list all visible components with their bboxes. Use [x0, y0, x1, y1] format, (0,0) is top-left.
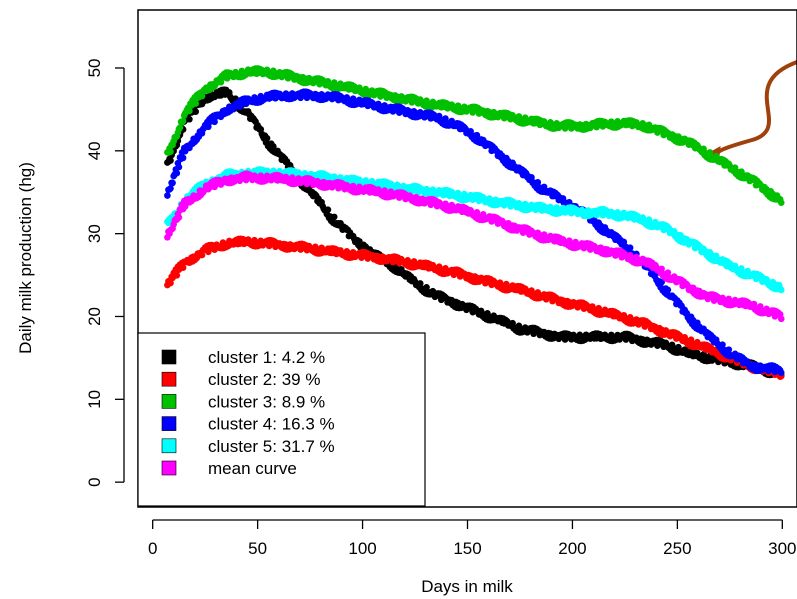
series-4-point: [164, 192, 171, 199]
series-6-point: [664, 269, 672, 276]
legend: cluster 1: 4.2 % cluster 2: 39 % cluster 3…: [137, 332, 426, 507]
series-1-point: [416, 280, 424, 287]
series-4-point: [169, 179, 176, 187]
legend-entry: cluster 4: 16.3 %: [208, 415, 335, 434]
series-4-point: [528, 174, 535, 181]
legend-swatch: [161, 460, 177, 476]
series-3: [164, 65, 785, 206]
series-3-point: [731, 164, 739, 172]
series-3-point: [176, 124, 184, 131]
legend-entry: cluster 5: 31.7 %: [208, 437, 335, 456]
series-4-point: [175, 163, 183, 171]
series-4-point: [658, 278, 665, 286]
series-3-point: [186, 107, 193, 115]
y-tick-label: 50: [85, 59, 104, 78]
series-3-point: [192, 100, 200, 107]
series-4-point: [179, 154, 187, 162]
legend-swatch: [161, 349, 177, 365]
x-tick-label: 300: [768, 539, 796, 558]
y-tick-label: 30: [85, 224, 104, 243]
series-4-point: [173, 169, 181, 177]
series-2-point: [198, 251, 206, 259]
x-tick-label: 200: [558, 539, 586, 558]
series-4-point: [473, 131, 481, 139]
series-5-point: [777, 286, 785, 294]
series-4-point: [167, 185, 174, 192]
series-4-point: [664, 286, 672, 294]
legend-swatch: [161, 416, 177, 431]
series-2: [164, 235, 785, 380]
y-tick-label: 40: [85, 141, 104, 160]
series-1-point: [270, 143, 277, 150]
series-4-point: [626, 244, 634, 252]
x-tick-label: 150: [453, 539, 481, 558]
y-tick-label: 10: [85, 390, 104, 409]
series-4-point: [467, 127, 474, 135]
annotation-arrow: [704, 60, 797, 163]
legend-entry: cluster 3: 8.9 %: [208, 392, 325, 411]
series-1-point: [263, 134, 271, 142]
series-6-point: [756, 303, 764, 310]
series-3-point: [738, 168, 745, 175]
series-4-point: [719, 341, 726, 348]
series-6-point: [658, 265, 665, 273]
annotation-arrow-shaft: [711, 60, 797, 156]
legend-swatch: [161, 371, 177, 387]
series-4-point: [534, 178, 542, 186]
legend-swatch: [161, 394, 177, 409]
series-1-point: [167, 157, 174, 164]
series-6: [164, 170, 785, 323]
x-axis-label: Days in milk: [421, 577, 513, 596]
y-axis-label: Daily milk production (hg): [16, 162, 35, 354]
series-1-point: [509, 319, 516, 327]
x-tick-label: 250: [663, 539, 691, 558]
series-5-point: [670, 227, 678, 235]
series-4-point: [211, 118, 218, 126]
series-2-point: [167, 279, 174, 287]
x-tick-label: 50: [248, 539, 267, 558]
legend-box: [137, 332, 426, 507]
legend-entry: cluster 2: 39 %: [208, 370, 320, 389]
series-4-point: [777, 369, 785, 377]
series-4: [164, 88, 785, 377]
x-tick-label: 0: [148, 539, 157, 558]
series-3-point: [217, 78, 225, 86]
series-4-point: [565, 199, 573, 206]
series-3-point: [777, 199, 785, 206]
series-4-point: [725, 346, 733, 353]
series-1-point: [192, 108, 200, 115]
series-6-point: [175, 214, 183, 221]
axes: 0 50 100 150 200 250 300 0 10 20 30 40 50: [85, 59, 796, 558]
series-3-point: [179, 117, 187, 125]
series-1-point: [186, 115, 193, 123]
legend-entry: mean curve: [208, 459, 297, 478]
x-tick-label: 100: [348, 539, 376, 558]
series-2-point: [179, 264, 187, 271]
series-3-point: [706, 149, 714, 156]
y-tick-label: 20: [85, 307, 104, 326]
legend-swatch: [161, 438, 177, 454]
series-1-point: [330, 213, 338, 221]
series-3-point: [167, 148, 174, 155]
y-tick-label: 0: [85, 477, 104, 486]
plot-frame: [137, 9, 797, 508]
series-2-point: [173, 272, 181, 279]
data-points: [164, 65, 785, 380]
series-1-point: [324, 206, 332, 214]
series-1-point: [423, 283, 430, 291]
series-6-point: [777, 315, 785, 323]
series-4-point: [205, 123, 212, 131]
legend-entry: cluster 1: 4.2 %: [208, 348, 325, 367]
series-6-point: [181, 202, 189, 210]
